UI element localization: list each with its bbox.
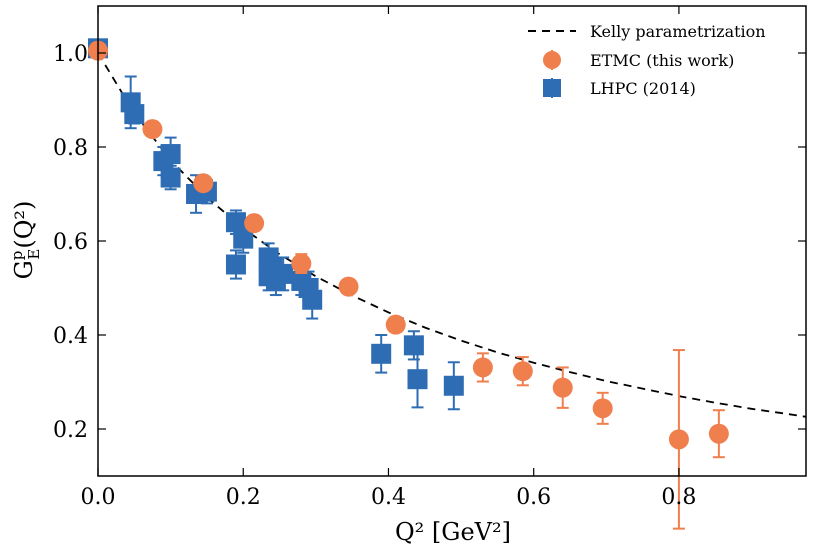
etmc-point — [338, 276, 359, 297]
legend-lhpc-label: LHPC (2014) — [590, 79, 696, 98]
y-axis-sup: p — [8, 251, 26, 261]
lhpc-point — [443, 375, 464, 396]
etmc-point — [244, 213, 265, 234]
lhpc-point — [225, 254, 246, 275]
kelly-curve-layer — [97, 52, 807, 418]
y-axis-sub: E — [25, 249, 43, 260]
y-axis-base: G — [10, 260, 38, 279]
x-tick-label: 0.2 — [226, 485, 261, 510]
x-tick-labels: 0.0 0.2 0.4 0.6 0.8 — [81, 485, 697, 510]
etmc-point — [552, 377, 573, 398]
legend: Kelly parametrization ETMC (this work) L… — [528, 22, 766, 98]
etmc-point — [193, 173, 214, 194]
legend-kelly-label: Kelly parametrization — [590, 22, 766, 41]
lhpc-series — [88, 38, 464, 411]
lhpc-point — [160, 167, 181, 188]
x-tick-label: 0.0 — [81, 485, 116, 510]
lhpc-point — [302, 289, 323, 310]
lhpc-point — [407, 369, 428, 390]
plot-frame — [97, 5, 807, 477]
y-tick-label: 0.8 — [53, 136, 88, 161]
etmc-point — [291, 253, 312, 274]
etmc-point — [668, 429, 689, 450]
y-tick-labels: 0.2 0.4 0.6 0.8 1.0 — [53, 42, 88, 443]
lhpc-point — [124, 104, 145, 125]
etmc-series — [88, 40, 729, 530]
lhpc-point — [225, 212, 246, 233]
legend-etmc-label: ETMC (this work) — [590, 51, 734, 70]
x-tick-label: 0.6 — [516, 485, 551, 510]
y-tick-label: 0.6 — [53, 230, 88, 255]
x-tick-label: 0.4 — [371, 485, 406, 510]
lhpc-point — [160, 144, 181, 165]
etmc-point — [142, 119, 163, 140]
y-axis-rest: (Q²) — [10, 201, 38, 249]
etmc-point — [512, 361, 533, 382]
etmc-point — [385, 314, 406, 335]
lhpc-point — [403, 335, 424, 356]
kelly-curve-line — [97, 52, 807, 418]
y-axis-title: GpE(Q²) — [8, 201, 43, 280]
x-tick-label: 0.8 — [661, 485, 696, 510]
etmc-point — [708, 423, 729, 444]
legend-etmc-marker — [543, 51, 561, 69]
legend-lhpc-marker — [543, 79, 561, 97]
lhpc-point — [273, 263, 294, 284]
etmc-point — [592, 398, 613, 419]
lhpc-point — [371, 343, 392, 364]
y-tick-label: 0.2 — [53, 418, 88, 443]
axis-ticks — [97, 6, 806, 476]
y-tick-label: 0.4 — [53, 324, 88, 349]
lhpc-point — [233, 228, 254, 249]
y-tick-label: 1.0 — [53, 42, 88, 67]
x-axis-title: Q² [GeV²] — [395, 518, 511, 546]
etmc-point — [472, 357, 493, 378]
